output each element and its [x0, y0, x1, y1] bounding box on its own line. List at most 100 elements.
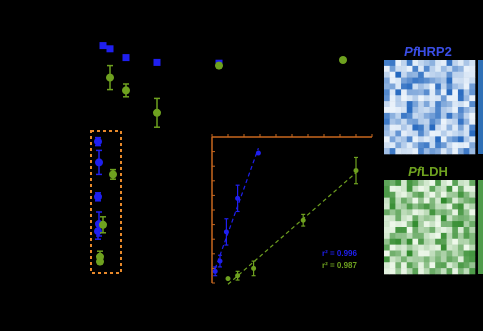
heatmap-cell — [440, 256, 447, 263]
heatmap-cell — [435, 71, 442, 78]
heatmap-cell — [406, 89, 413, 96]
heatmap-cell — [389, 71, 396, 78]
heatmap-cell — [412, 197, 419, 204]
heatmap-cell — [418, 130, 425, 137]
heatmap-cell — [401, 71, 408, 78]
heatmap-cell — [457, 112, 464, 120]
heatmap-cell — [423, 77, 430, 84]
heatmap-cell — [418, 71, 425, 78]
heatmap-cell — [418, 221, 425, 228]
heatmap-cell — [418, 215, 425, 222]
heatmap-cell — [440, 89, 447, 96]
heatmap-cell — [452, 65, 459, 73]
heatmap-cell — [429, 142, 436, 149]
heatmap-cell — [412, 256, 419, 263]
heatmap-cell — [406, 124, 413, 131]
heatmap-cell — [423, 238, 430, 245]
heatmap-cell — [429, 148, 436, 155]
heatmap-cell — [401, 215, 408, 222]
heatmap-cell — [435, 227, 442, 234]
heatmap-cell — [435, 136, 442, 143]
heatmap-cell — [418, 203, 425, 210]
heatmap-ldh-title: PfLDH — [408, 164, 448, 179]
heatmap-cell — [412, 107, 419, 114]
heatmap-cell — [457, 77, 464, 84]
heatmap-cell — [429, 256, 436, 263]
inset-data-point — [251, 265, 257, 271]
heatmap-cell — [401, 221, 408, 228]
heatmap-cell — [457, 185, 464, 193]
heatmap-cell — [429, 180, 436, 187]
heatmap-cell — [440, 185, 447, 193]
heatmap-cell — [463, 65, 470, 73]
heatmap-cell — [401, 148, 408, 155]
heatmap-cell — [435, 185, 442, 193]
heatmap-cell — [429, 244, 436, 251]
heatmap-cell — [446, 180, 453, 187]
heatmap-cell — [384, 268, 390, 275]
heatmap-cell — [418, 227, 425, 234]
heatmap-cell — [384, 60, 390, 67]
heatmap-cell — [440, 221, 447, 228]
heatmap-cell — [440, 95, 447, 102]
heatmap-cell — [435, 77, 442, 84]
inset-data-point — [223, 229, 229, 235]
heatmap-cell — [469, 148, 476, 155]
heatmap-cell — [429, 191, 436, 198]
heatmap-cell — [412, 238, 419, 245]
heatmap-cell — [389, 262, 396, 269]
heatmap-cell — [440, 244, 447, 251]
heatmap-cell — [418, 268, 425, 275]
heatmap-cell — [463, 221, 470, 228]
heatmap-cell — [418, 238, 425, 245]
heatmap-cell — [446, 118, 453, 125]
heatmap-cell — [418, 262, 425, 269]
heatmap-cell — [452, 89, 459, 96]
heatmap-cell — [457, 180, 464, 187]
heatmap-cell — [446, 244, 453, 251]
heatmap-cell — [452, 142, 459, 149]
heatmap-cell — [463, 256, 470, 263]
heatmap-cell — [418, 250, 425, 257]
heatmap-cell — [384, 136, 390, 143]
heatmap-cell — [412, 244, 419, 251]
heatmap-cell — [412, 77, 419, 84]
heatmap-cell — [452, 197, 459, 204]
heatmap-cell — [406, 118, 413, 125]
heatmap-cell — [389, 83, 396, 90]
heatmap-cell — [469, 101, 476, 108]
heatmap-cell — [429, 185, 436, 193]
heatmap-cell — [412, 118, 419, 125]
heatmap-cell — [389, 250, 396, 257]
heatmap-cell — [463, 77, 470, 84]
heatmap-cell — [469, 244, 476, 251]
heatmap-cell — [389, 197, 396, 204]
heatmap-cell — [384, 203, 390, 210]
heatmap-cell — [469, 227, 476, 234]
heatmap-cell — [395, 95, 402, 102]
r2-label-ldh: r² = 0.987 — [322, 261, 357, 270]
heatmap-cell — [395, 107, 402, 114]
heatmap-cell — [395, 244, 402, 251]
heatmap-cell — [440, 71, 447, 78]
heatmap-cell — [384, 71, 390, 78]
heatmap-cell — [384, 112, 390, 120]
heatmap-cell — [389, 268, 396, 275]
heatmap-cell — [384, 238, 390, 245]
heatmap-cell — [423, 215, 430, 222]
inset-data-point — [235, 273, 241, 279]
heatmap-cell — [384, 95, 390, 102]
heatmap-cell — [389, 221, 396, 228]
heatmap-cell — [446, 124, 453, 131]
heatmap-cell — [463, 262, 470, 269]
heatmap-cell — [457, 238, 464, 245]
heatmap-cell — [401, 124, 408, 131]
heatmap-cell — [395, 238, 402, 245]
heatmap-cell — [389, 107, 396, 114]
heatmap-cell — [452, 107, 459, 114]
heatmap-cell — [452, 148, 459, 155]
heatmap-cell — [384, 101, 390, 108]
heatmap-cell — [395, 130, 402, 137]
heatmap-cell — [412, 136, 419, 143]
heatmap-cell — [401, 238, 408, 245]
